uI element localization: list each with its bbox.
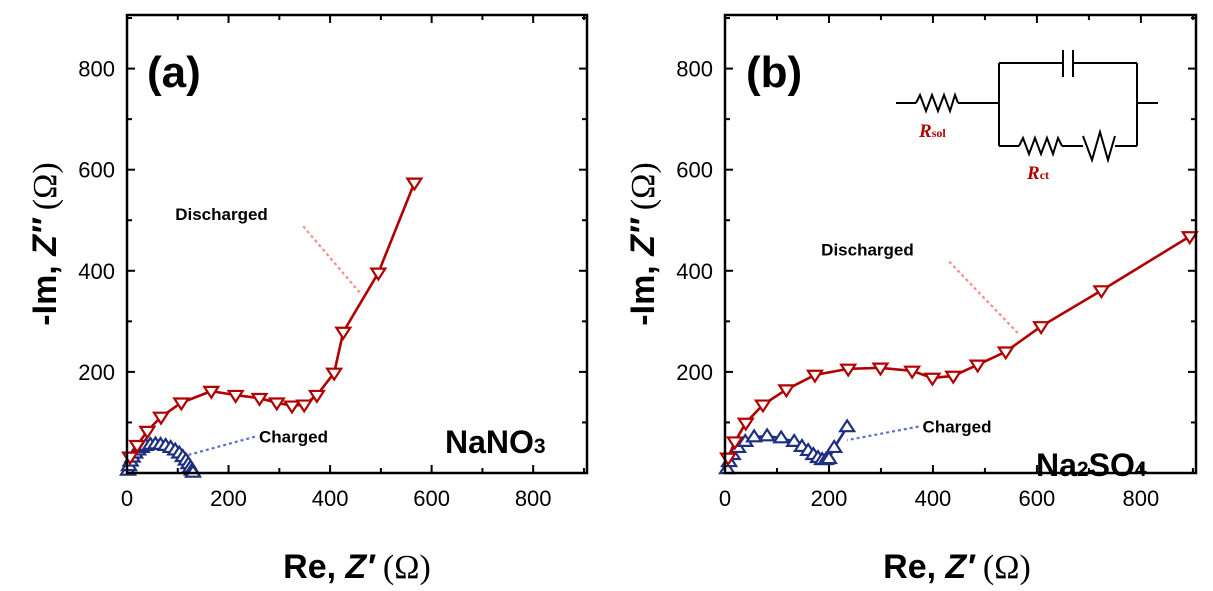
panel-b-nyquist-na2so4: 0 200 400 600 800 200 400 600 800 Discharged Charg… — [624, 13, 1199, 586]
panel-a-nyquist-nanO3: 0 200 400 600 800 200 400 600 800 Discharged Charg… — [26, 13, 589, 586]
circuit-label-rsol: Rsol — [918, 121, 946, 142]
data-point-discharged — [903, 365, 922, 380]
data-point-discharged — [151, 411, 171, 426]
data-point-discharged — [334, 326, 353, 341]
annotation-leader-discharged — [302, 225, 362, 295]
x-tick-label: 600 — [1019, 486, 1056, 511]
series-line-discharged — [726, 235, 1191, 459]
x-tick-label: 800 — [515, 486, 552, 511]
annotation-leader-charged — [846, 425, 919, 442]
data-point-charged — [819, 450, 838, 465]
data-point-discharged — [405, 177, 424, 192]
panel-a-plot-frame — [125, 13, 589, 475]
annotation-label-charged: Charged — [259, 428, 328, 447]
resistor-rct-icon — [1018, 135, 1063, 158]
x-tick-label: 400 — [915, 486, 952, 511]
data-point-discharged — [871, 362, 890, 377]
data-point-discharged — [1092, 285, 1111, 300]
panel-b-marks — [718, 231, 1199, 475]
x-tick-label: 600 — [413, 486, 450, 511]
data-point-discharged — [369, 267, 388, 282]
circuit-label-rct: Rct — [1026, 163, 1049, 184]
data-point-discharged — [725, 436, 744, 451]
data-point-charged — [772, 429, 791, 444]
y-tick-label: 200 — [676, 360, 713, 385]
annotation-label-discharged: Discharged — [175, 205, 268, 224]
panel-b-label: (b) — [746, 48, 802, 97]
y-tick-label: 600 — [78, 158, 115, 183]
annotation-label-charged: Charged — [923, 418, 992, 437]
data-point-discharged — [1032, 321, 1051, 336]
y-tick-label: 200 — [78, 360, 115, 385]
data-point-discharged — [172, 397, 191, 412]
data-point-discharged — [968, 359, 987, 374]
data-point-charged — [838, 418, 857, 433]
panel-a-x-axis-title: Re, Z′ (Ω) — [283, 548, 431, 586]
data-point-discharged — [996, 346, 1015, 361]
data-point-discharged — [753, 399, 772, 414]
data-point-discharged — [1180, 231, 1199, 246]
series-line-discharged — [128, 182, 416, 458]
data-point-discharged — [128, 439, 147, 454]
y-tick-label: 800 — [676, 57, 713, 82]
x-tick-label: 200 — [210, 486, 247, 511]
data-point-charged — [785, 432, 804, 447]
x-tick-label: 400 — [312, 486, 349, 511]
data-point-discharged — [282, 400, 302, 415]
equivalent-circuit-inset — [896, 50, 1158, 164]
y-tick-label: 400 — [676, 259, 713, 284]
x-tick-label: 0 — [719, 486, 731, 511]
resistor-rsol-icon — [915, 91, 959, 115]
panel-a-ticks: 0 200 400 600 800 200 400 600 800 Discharged Charg… — [78, 15, 587, 511]
panel-a-y-axis-title: -Im, Z″ (Ω) — [26, 162, 64, 325]
annotation-leader-discharged — [948, 260, 1020, 335]
data-point-charged — [758, 427, 777, 442]
panel-b-electrolyte-label: Na2SO4 — [1036, 447, 1147, 483]
data-point-discharged — [307, 389, 326, 404]
data-point-discharged — [839, 363, 858, 378]
data-point-discharged — [777, 384, 796, 399]
capacitor-icon — [1062, 50, 1074, 77]
data-point-discharged — [226, 389, 245, 404]
data-point-discharged — [944, 370, 963, 385]
data-point-discharged — [250, 392, 269, 407]
y-tick-label: 600 — [676, 158, 713, 183]
data-point-discharged — [295, 399, 314, 414]
data-point-charged — [825, 439, 844, 454]
x-tick-label: 200 — [811, 486, 848, 511]
annotation-label-discharged: Discharged — [821, 241, 914, 260]
annotation-leader-charged — [177, 435, 256, 459]
data-point-discharged — [923, 372, 942, 387]
panel-b-y-axis-title: -Im, Z″ (Ω) — [624, 162, 662, 325]
x-tick-label: 800 — [1123, 486, 1160, 511]
panel-a-marks — [118, 177, 424, 478]
warburg-element-icon — [1082, 128, 1116, 164]
data-point-discharged — [325, 367, 344, 382]
data-point-charged — [745, 428, 764, 443]
y-tick-label: 400 — [78, 259, 115, 284]
data-point-discharged — [736, 417, 755, 432]
panel-b-x-axis-title: Re, Z′ (Ω) — [883, 548, 1031, 586]
data-point-discharged — [138, 425, 157, 440]
panel-a-electrolyte-label: NaNO3 — [445, 424, 546, 460]
data-point-discharged — [805, 369, 824, 384]
data-point-discharged — [267, 397, 286, 412]
panel-b-plot-frame — [723, 13, 1198, 475]
data-point-discharged — [202, 385, 221, 400]
x-tick-label: 0 — [121, 486, 133, 511]
panel-a-label: (a) — [147, 48, 201, 97]
y-tick-label: 800 — [78, 57, 115, 82]
panel-b-ticks: 0 200 400 600 800 200 400 600 800 Discharged Charg… — [676, 15, 1196, 511]
